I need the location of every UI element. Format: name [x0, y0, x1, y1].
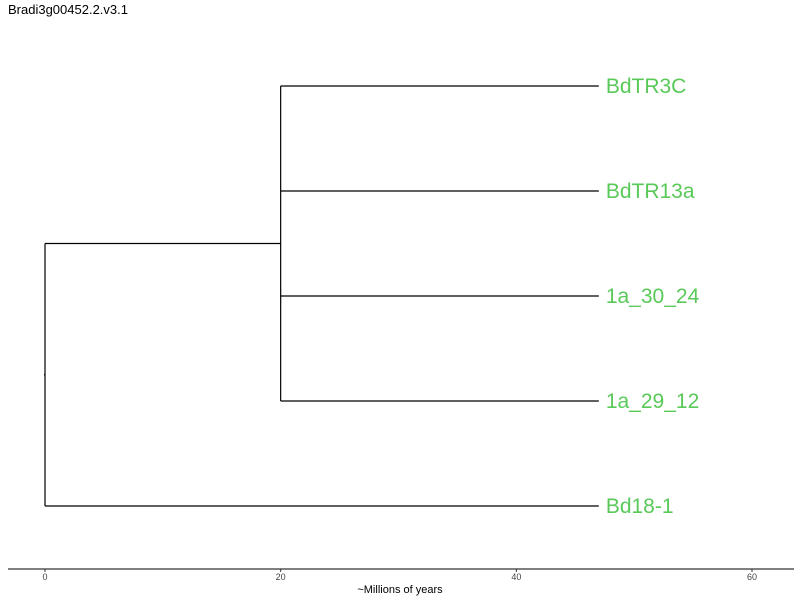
axis-ticks: 0 20 40 60: [42, 569, 757, 582]
x-axis-label: ~Millions of years: [357, 584, 443, 596]
tip-label: BdTR13a: [606, 180, 695, 203]
page-title: Bradi3g00452.2.v3.1: [8, 2, 128, 17]
tip-label: 1a_29_12: [606, 390, 699, 413]
tip-label: Bd18-1: [606, 495, 674, 518]
time-axis: 0 20 40 60 ~Millions of years: [8, 568, 794, 596]
tip-label: BdTR3C: [606, 75, 687, 98]
tip-label: 1a_30_24: [606, 285, 700, 308]
tip-labels: BdTR3C BdTR13a 1a_30_24 1a_29_12 Bd18-1: [606, 75, 700, 518]
axis-tick-label: 0: [42, 572, 47, 582]
axis-tick-label: 40: [511, 572, 521, 582]
axis-tick-label: 20: [276, 572, 286, 582]
axis-tick-label: 60: [747, 572, 757, 582]
tree-branches: [44, 85, 599, 507]
